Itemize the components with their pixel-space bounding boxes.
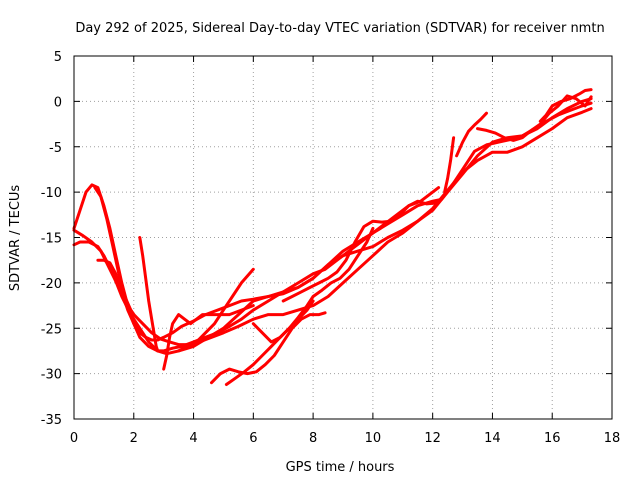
series-track-10 xyxy=(251,226,375,344)
y-tick-label: -30 xyxy=(41,368,62,383)
y-tick-label: -25 xyxy=(41,322,62,337)
x-tick-label: 0 xyxy=(70,431,78,446)
series-track-13 xyxy=(455,111,488,158)
series-track-6 xyxy=(162,304,255,371)
series-track-4 xyxy=(96,101,593,342)
chart-title: Day 292 of 2025, Sidereal Day-to-day VTE… xyxy=(75,21,604,36)
y-axis-label: SDTVAR / TECUs xyxy=(8,185,23,292)
series-track-5 xyxy=(138,236,160,353)
series-track-8 xyxy=(210,311,327,385)
x-tick-label: 16 xyxy=(544,431,561,446)
y-tick-label: -35 xyxy=(41,413,62,428)
x-tick-label: 6 xyxy=(249,431,257,446)
x-tick-label: 14 xyxy=(484,431,501,446)
y-tick-label: 0 xyxy=(54,95,62,110)
series-track-9 xyxy=(224,299,315,386)
x-axis-label: GPS time / hours xyxy=(286,460,395,475)
x-tick-label: 18 xyxy=(604,431,621,446)
x-tick-label: 8 xyxy=(309,431,317,446)
series-track-15 xyxy=(538,88,593,123)
series-track-14 xyxy=(476,94,593,142)
series-track-7 xyxy=(177,267,255,353)
y-tick-label: -20 xyxy=(41,277,62,292)
series-track-12 xyxy=(443,136,456,194)
series-track-16 xyxy=(93,186,136,317)
y-tick-label: -10 xyxy=(41,186,62,201)
axis-ticks: 0 2 4 6 8 10 12 14 16 18 -35 -30 -25 -20 -15 -10 -5 0 5 xyxy=(41,50,621,446)
x-tick-label: 10 xyxy=(365,431,382,446)
x-tick-label: 4 xyxy=(189,431,197,446)
y-tick-label: -15 xyxy=(41,232,62,247)
plot-series xyxy=(72,88,593,386)
y-tick-label: -5 xyxy=(49,141,62,156)
y-tick-label: 5 xyxy=(54,50,62,65)
x-tick-label: 12 xyxy=(424,431,441,446)
x-tick-label: 2 xyxy=(130,431,138,446)
series-track-11 xyxy=(281,199,438,303)
